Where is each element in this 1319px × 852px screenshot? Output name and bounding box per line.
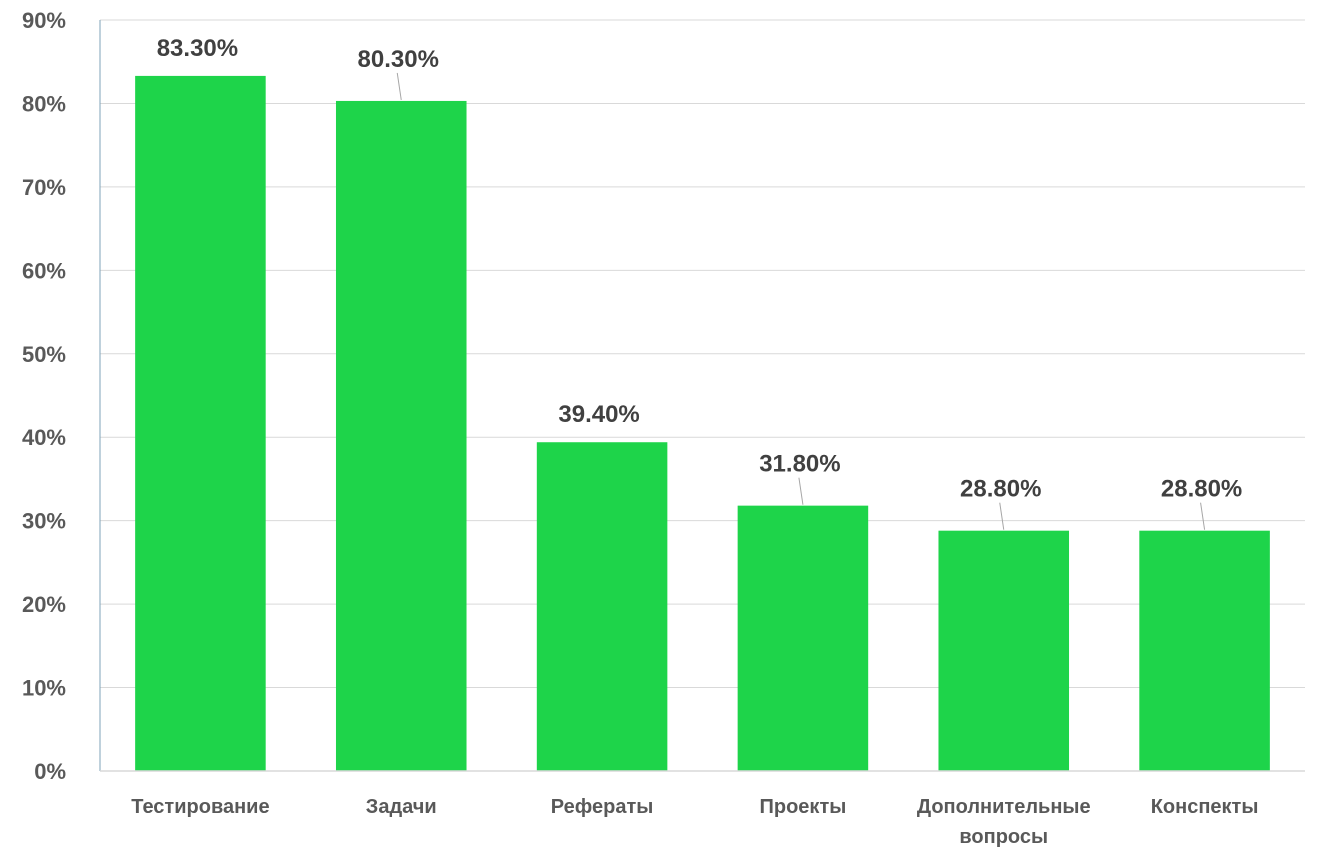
bar — [1139, 530, 1270, 771]
y-tick-label: 70% — [22, 175, 66, 200]
bar — [335, 100, 467, 772]
data-label: 31.80% — [759, 451, 840, 478]
y-axis-ticks: 0% 10% 20% 30% 40% 50% 60% 70% 80% 90% — [22, 8, 66, 784]
data-label: 28.80% — [960, 476, 1041, 503]
category-label: Проекты — [760, 796, 847, 818]
axes — [99, 20, 1305, 772]
category-label: Задачи — [366, 796, 437, 818]
bar — [536, 442, 668, 771]
y-tick-label: 30% — [22, 509, 66, 534]
y-tick-label: 40% — [22, 425, 66, 450]
leader-lines — [396, 72, 1206, 530]
y-tick-label: 60% — [22, 258, 66, 283]
y-tick-label: 20% — [22, 592, 66, 617]
bar — [938, 530, 1070, 771]
data-label: 83.30% — [157, 35, 238, 62]
category-label: Рефераты — [551, 796, 654, 818]
x-axis-categories: Тестирование Задачи Рефераты Проекты Дополни… — [131, 796, 1258, 848]
data-labels: 83.30% 80.30% 39.40% 31.80% 28.80% 28.80% — [157, 35, 1243, 503]
bars — [135, 75, 1270, 772]
data-label: 80.30% — [358, 46, 439, 73]
category-label: Дополнительные — [917, 796, 1091, 818]
y-tick-label: 80% — [22, 91, 66, 116]
y-tick-label: 10% — [22, 676, 66, 701]
y-tick-label: 90% — [22, 8, 66, 33]
category-label: Конспекты — [1151, 796, 1259, 818]
data-label: 39.40% — [558, 401, 639, 428]
leader-line — [999, 502, 1005, 530]
bar — [135, 75, 266, 771]
leader-line — [798, 477, 804, 505]
gridlines — [100, 19, 1305, 689]
y-tick-label: 0% — [34, 759, 66, 784]
leader-line — [1200, 502, 1206, 530]
category-label: Тестирование — [131, 796, 269, 818]
data-label: 28.80% — [1161, 476, 1242, 503]
category-label: вопросы — [959, 826, 1048, 848]
leader-line — [396, 72, 402, 101]
y-tick-label: 50% — [22, 342, 66, 367]
bar — [737, 505, 869, 771]
